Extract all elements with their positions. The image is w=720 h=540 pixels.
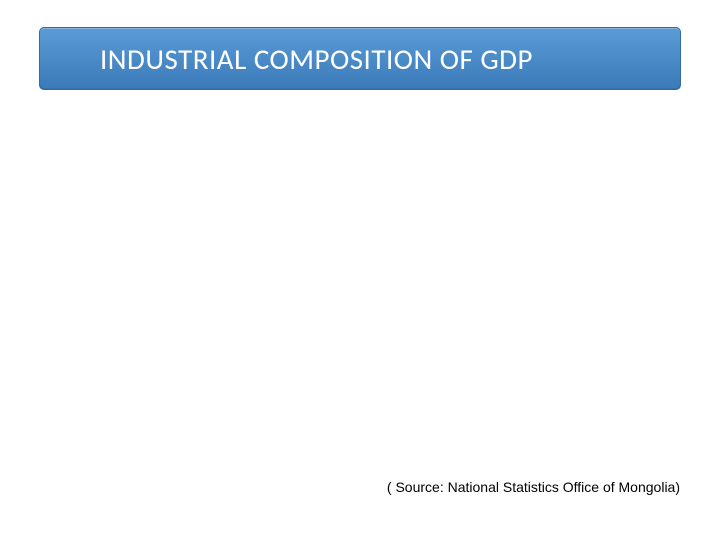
slide-title: INDUSTRIAL COMPOSITION OF GDP <box>100 41 533 77</box>
source-attribution: ( Source: National Statistics Office of … <box>387 479 680 495</box>
title-bar: INDUSTRIAL COMPOSITION OF GDP <box>39 27 681 90</box>
slide: INDUSTRIAL COMPOSITION OF GDP ( Source: … <box>0 0 720 540</box>
